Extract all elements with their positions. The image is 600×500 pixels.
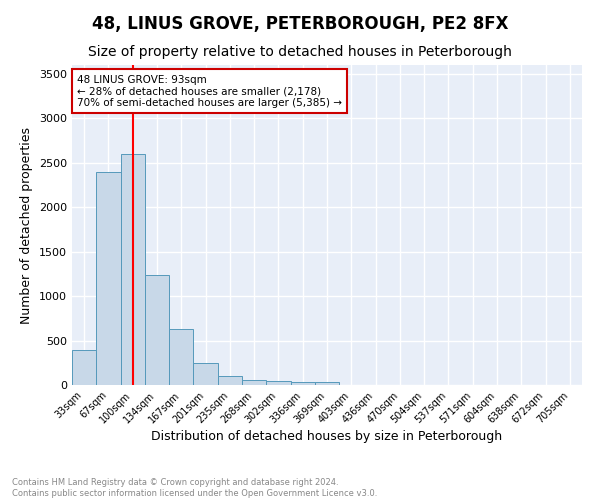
Bar (290, 382, 315, 385)
Bar (266, 380, 290, 385)
Text: 48, LINUS GROVE, PETERBOROUGH, PE2 8FX: 48, LINUS GROVE, PETERBOROUGH, PE2 8FX (92, 15, 508, 33)
Bar (145, 275, 169, 385)
Bar (218, 376, 242, 385)
Bar (121, 154, 145, 385)
Bar (242, 380, 266, 385)
Bar (315, 382, 339, 385)
Bar (169, 329, 193, 385)
Bar (96, 172, 121, 385)
Bar (193, 363, 218, 385)
X-axis label: Distribution of detached houses by size in Peterborough: Distribution of detached houses by size … (151, 430, 503, 444)
Y-axis label: Number of detached properties: Number of detached properties (20, 126, 34, 324)
Bar (72, 350, 96, 385)
Text: 48 LINUS GROVE: 93sqm
← 28% of detached houses are smaller (2,178)
70% of semi-d: 48 LINUS GROVE: 93sqm ← 28% of detached … (77, 74, 342, 108)
Text: Contains HM Land Registry data © Crown copyright and database right 2024.
Contai: Contains HM Land Registry data © Crown c… (12, 478, 377, 498)
Text: Size of property relative to detached houses in Peterborough: Size of property relative to detached ho… (88, 45, 512, 59)
